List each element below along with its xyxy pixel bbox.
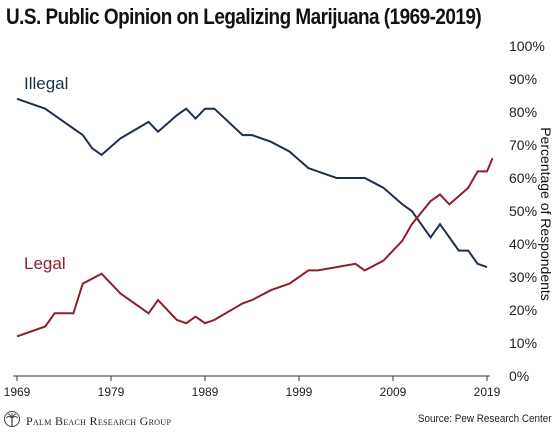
x-tick-label: 1969 [4,385,31,399]
palm-tree-icon [4,410,20,433]
y-axis-label: Percentage of Respondents [538,127,554,301]
x-tick-label: 2019 [474,385,501,399]
y-tick-label: 10% [509,335,537,351]
y-tick-label: 90% [509,71,537,87]
y-tick-label: 20% [509,302,537,318]
x-tick-label: 1979 [98,385,125,399]
source-note: Source: Pew Research Center [418,413,552,425]
y-tick-label: 70% [509,137,537,153]
series-line-illegal [16,97,488,269]
y-tick-label: 30% [509,269,537,285]
x-tick-label: 1999 [286,385,313,399]
y-tick-label: 40% [509,236,537,252]
y-tick-label: 100% [509,38,545,54]
x-tick-label: 2009 [380,385,407,399]
y-tick-label: 50% [509,203,537,219]
chart-title: U.S. Public Opinion on Legalizing Mariju… [6,4,482,29]
series-line-legal [16,157,494,338]
footer-logo: Palm Beach Research Group [4,410,171,433]
series-label-illegal: Illegal [24,74,68,93]
series-label-legal: Legal [24,254,66,273]
x-tick-label: 1989 [192,385,219,399]
y-tick-label: 80% [509,104,537,120]
logo-text: Palm Beach Research Group [26,414,172,428]
y-tick-label: 0% [509,368,529,384]
y-tick-label: 60% [509,170,537,186]
